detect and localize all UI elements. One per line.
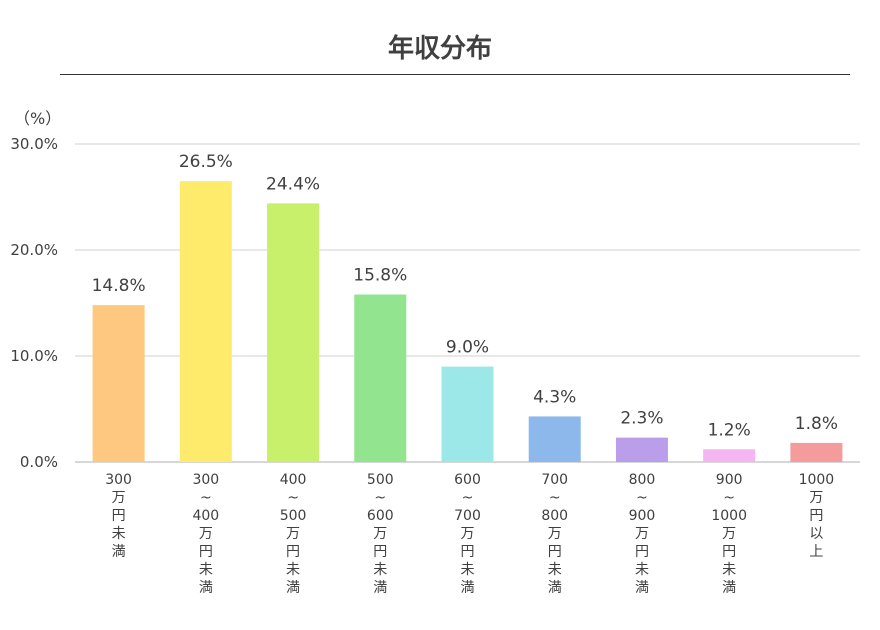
category-label-line: 円 [199,544,213,560]
category-label-line: 万 [199,526,213,542]
category-label-line: ~ [549,490,561,506]
category-label-line: 満 [199,580,213,596]
category-label-line: 円 [635,544,649,560]
category-label-line: 300 [192,472,219,488]
category-label-line: ~ [200,490,212,506]
category-label-line: 300 [105,472,132,488]
y-axis-ticks: 0.0% 10.0% 20.0% 30.0% [10,135,58,471]
category-label-line: ~ [462,490,474,506]
category-label-line: 円 [548,544,562,560]
bars [92,181,843,463]
category-label-line: 万 [286,526,300,542]
category-label-line: 上 [809,544,823,560]
category-label-line: 800 [541,508,568,524]
y-tick-label: 0.0% [20,453,58,471]
category-label-line: 700 [541,472,568,488]
category-label-line: 未 [461,562,475,578]
category-label-line: 円 [461,544,475,560]
category-label-line: 500 [367,472,394,488]
category-label-line: 万 [722,526,736,542]
category-label-line: 満 [286,580,300,596]
category-label-line: 円 [722,544,736,560]
y-tick-label: 10.0% [10,347,58,365]
data-label: 24.4% [266,174,320,194]
data-label: 9.0% [446,338,489,358]
category-label-line: 600 [454,472,481,488]
category-label-line: 円 [809,508,823,524]
category-label-line: 円 [373,544,387,560]
bar [528,416,581,462]
y-unit-label: （%） [14,109,61,128]
category-label-line: 900 [629,508,656,524]
y-tick-label: 30.0% [10,135,58,153]
category-label-line: 未 [548,562,562,578]
category-label-line: 700 [454,508,481,524]
category-label-line: 万 [809,490,823,506]
category-label-line: 満 [461,580,475,596]
category-label-line: 万 [548,526,562,542]
data-label: 2.3% [620,409,663,429]
bar [179,181,232,462]
bar [790,442,843,462]
chart-title: 年収分布 [387,34,492,64]
category-label-line: 満 [722,580,736,596]
bar [354,294,407,462]
category-label-line: 未 [286,562,300,578]
category-label-line: 万 [635,526,649,542]
category-label-line: 以 [809,526,823,542]
category-label-line: ~ [723,490,735,506]
category-label-line: 500 [280,508,307,524]
data-label: 14.8% [92,276,146,296]
title-divider [60,74,850,75]
data-label: 15.8% [353,266,407,286]
category-label-line: 未 [112,526,126,542]
bar [615,437,668,462]
bar [441,366,494,462]
category-label-line: 1000 [711,508,747,524]
data-label: 4.3% [533,387,576,407]
category-label-line: 万 [112,490,126,506]
category-label-line: 900 [716,472,743,488]
data-label: 1.2% [708,420,751,440]
category-label-line: 未 [635,562,649,578]
y-tick-label: 20.0% [10,241,58,259]
category-label-line: 未 [373,562,387,578]
category-label-line: ~ [287,490,299,506]
bar [703,449,756,462]
bar [92,305,145,462]
category-label-line: 万 [373,526,387,542]
category-label-line: 満 [373,580,387,596]
category-label-line: 円 [286,544,300,560]
data-labels: 14.8% 26.5% 24.4% 15.8% 9.0% 4.3% 2.3% 1.2% 1.8% [92,152,838,440]
data-label: 1.8% [795,414,838,434]
category-label-line: ~ [636,490,648,506]
category-label-line: 未 [722,562,736,578]
category-label-line: 400 [192,508,219,524]
category-label-line: 未 [199,562,213,578]
category-label-line: 1000 [799,472,835,488]
category-label-line: 400 [280,472,307,488]
data-label: 26.5% [179,152,233,172]
bar [267,203,320,463]
category-label-line: 円 [112,508,126,524]
category-label-line: ~ [374,490,386,506]
category-label-line: 万 [461,526,475,542]
category-label-line: 600 [367,508,394,524]
category-label-line: 満 [548,580,562,596]
category-label-line: 満 [112,544,126,560]
category-label-line: 満 [635,580,649,596]
category-labels: 300万円未満300~400万円未満400~500万円未満500~600万円未満… [105,472,834,596]
category-label-line: 800 [629,472,656,488]
